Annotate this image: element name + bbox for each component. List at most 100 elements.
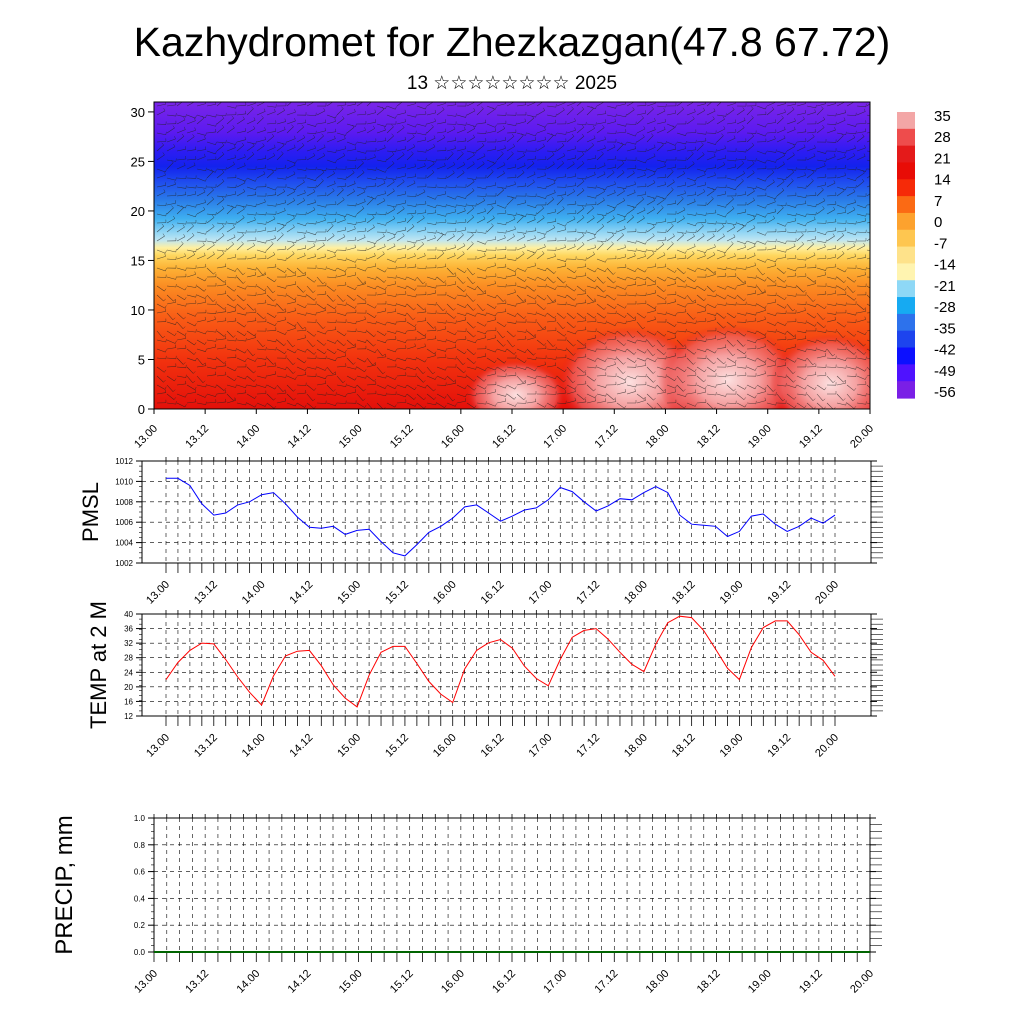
wind-barb — [676, 303, 686, 308]
wind-barb — [786, 357, 796, 363]
wind-barb-flag — [571, 106, 574, 110]
wind-barb — [476, 321, 486, 327]
wind-barb — [436, 328, 446, 332]
wind-barb-flag — [502, 335, 506, 339]
wind-barb — [716, 267, 726, 271]
wind-barb-flag — [413, 243, 416, 247]
wind-barb — [656, 165, 666, 170]
wind-barb-flag — [774, 262, 776, 266]
wind-barb — [326, 150, 336, 153]
wind-barb — [856, 319, 866, 323]
wind-barb-flag — [284, 207, 286, 211]
wind-barb-flag — [391, 124, 394, 127]
wind-barb-flag — [655, 169, 657, 173]
wind-barb — [516, 150, 526, 153]
wind-barb — [446, 211, 456, 215]
wind-barb — [866, 122, 870, 125]
wind-barb — [836, 375, 844, 383]
wind-barb — [206, 330, 216, 333]
wind-barb-flag — [744, 386, 747, 390]
wind-barb-flag — [404, 227, 407, 231]
x-tick-label: 14.12 — [286, 423, 314, 451]
wind-barb — [676, 285, 686, 288]
wind-barb — [706, 150, 716, 153]
wind-barb-flag — [715, 293, 717, 297]
wind-barb — [496, 348, 506, 352]
wind-barb — [516, 330, 526, 333]
wind-barb — [536, 129, 546, 134]
wind-barb-flag — [245, 178, 247, 182]
wind-barb — [446, 104, 456, 107]
wind-barb-flag — [792, 371, 796, 374]
wind-barb-flag — [523, 162, 526, 166]
wind-barb-flag — [231, 241, 234, 245]
wind-barb — [586, 393, 596, 399]
wind-barb-flag — [774, 135, 776, 139]
wind-barb-flag — [853, 99, 854, 102]
wind-barb — [646, 253, 655, 260]
wind-barb — [736, 283, 746, 287]
wind-barb — [776, 137, 786, 143]
wind-barb — [436, 121, 446, 125]
wind-barb-flag — [194, 323, 197, 327]
wind-barb-flag — [635, 340, 637, 344]
wind-barb — [366, 255, 376, 260]
wind-barb-flag — [195, 213, 197, 217]
wind-barb — [846, 330, 855, 337]
wind-barb-flag — [533, 352, 536, 356]
wind-barb-flag — [785, 348, 787, 352]
wind-barb-flag — [714, 316, 716, 320]
wind-barb-flag — [242, 272, 246, 275]
wind-barb-flag — [695, 178, 697, 182]
wind-barb — [426, 258, 436, 260]
wind-barb-flag — [635, 204, 637, 208]
wind-barb — [846, 245, 856, 251]
wind-barb — [766, 258, 776, 263]
wind-barb-flag — [732, 107, 735, 110]
wind-barb — [776, 348, 786, 352]
wind-barb-flag — [251, 106, 254, 109]
wind-barb — [756, 346, 766, 350]
wind-barb — [346, 228, 356, 233]
wind-barb — [666, 235, 675, 242]
wind-barb-flag — [675, 331, 677, 335]
wind-barb-flag — [354, 305, 357, 309]
wind-barb — [616, 303, 626, 309]
wind-barb — [686, 194, 696, 197]
wind-barb-flag — [634, 181, 636, 185]
wind-barb-flag — [472, 179, 475, 182]
wind-barb-flag — [245, 402, 247, 406]
wind-barb — [586, 321, 597, 323]
wind-barb — [576, 356, 586, 359]
wind-barb — [306, 114, 316, 117]
wind-barb-flag — [731, 196, 734, 200]
wind-barb-flag — [483, 98, 485, 100]
wind-barb-flag — [194, 191, 197, 195]
wind-barb-flag — [554, 315, 557, 319]
wind-barb — [836, 402, 846, 406]
wind-barb — [716, 235, 725, 242]
wind-barb-flag — [733, 135, 736, 139]
wind-barb — [426, 204, 436, 209]
wind-barb — [326, 384, 334, 392]
wind-barb — [646, 222, 656, 226]
wind-barb-flag — [654, 281, 657, 285]
wind-barb — [566, 312, 575, 319]
wind-barb — [706, 235, 715, 242]
wind-barb-flag — [672, 179, 675, 183]
wind-barb — [806, 136, 815, 143]
wind-barb — [376, 384, 386, 389]
wind-barb — [546, 294, 553, 303]
wind-barb-flag — [352, 170, 355, 173]
wind-barb — [516, 185, 526, 188]
wind-barb-flag — [543, 307, 547, 310]
wind-barb — [276, 267, 285, 273]
wind-barb — [376, 147, 386, 152]
wind-barb-flag — [395, 293, 397, 297]
wind-barb-flag — [211, 187, 214, 191]
wind-barb-flag — [364, 359, 367, 363]
wind-barb-flag — [544, 127, 546, 131]
wind-barb — [636, 159, 646, 164]
wind-barb-flag — [534, 235, 536, 239]
